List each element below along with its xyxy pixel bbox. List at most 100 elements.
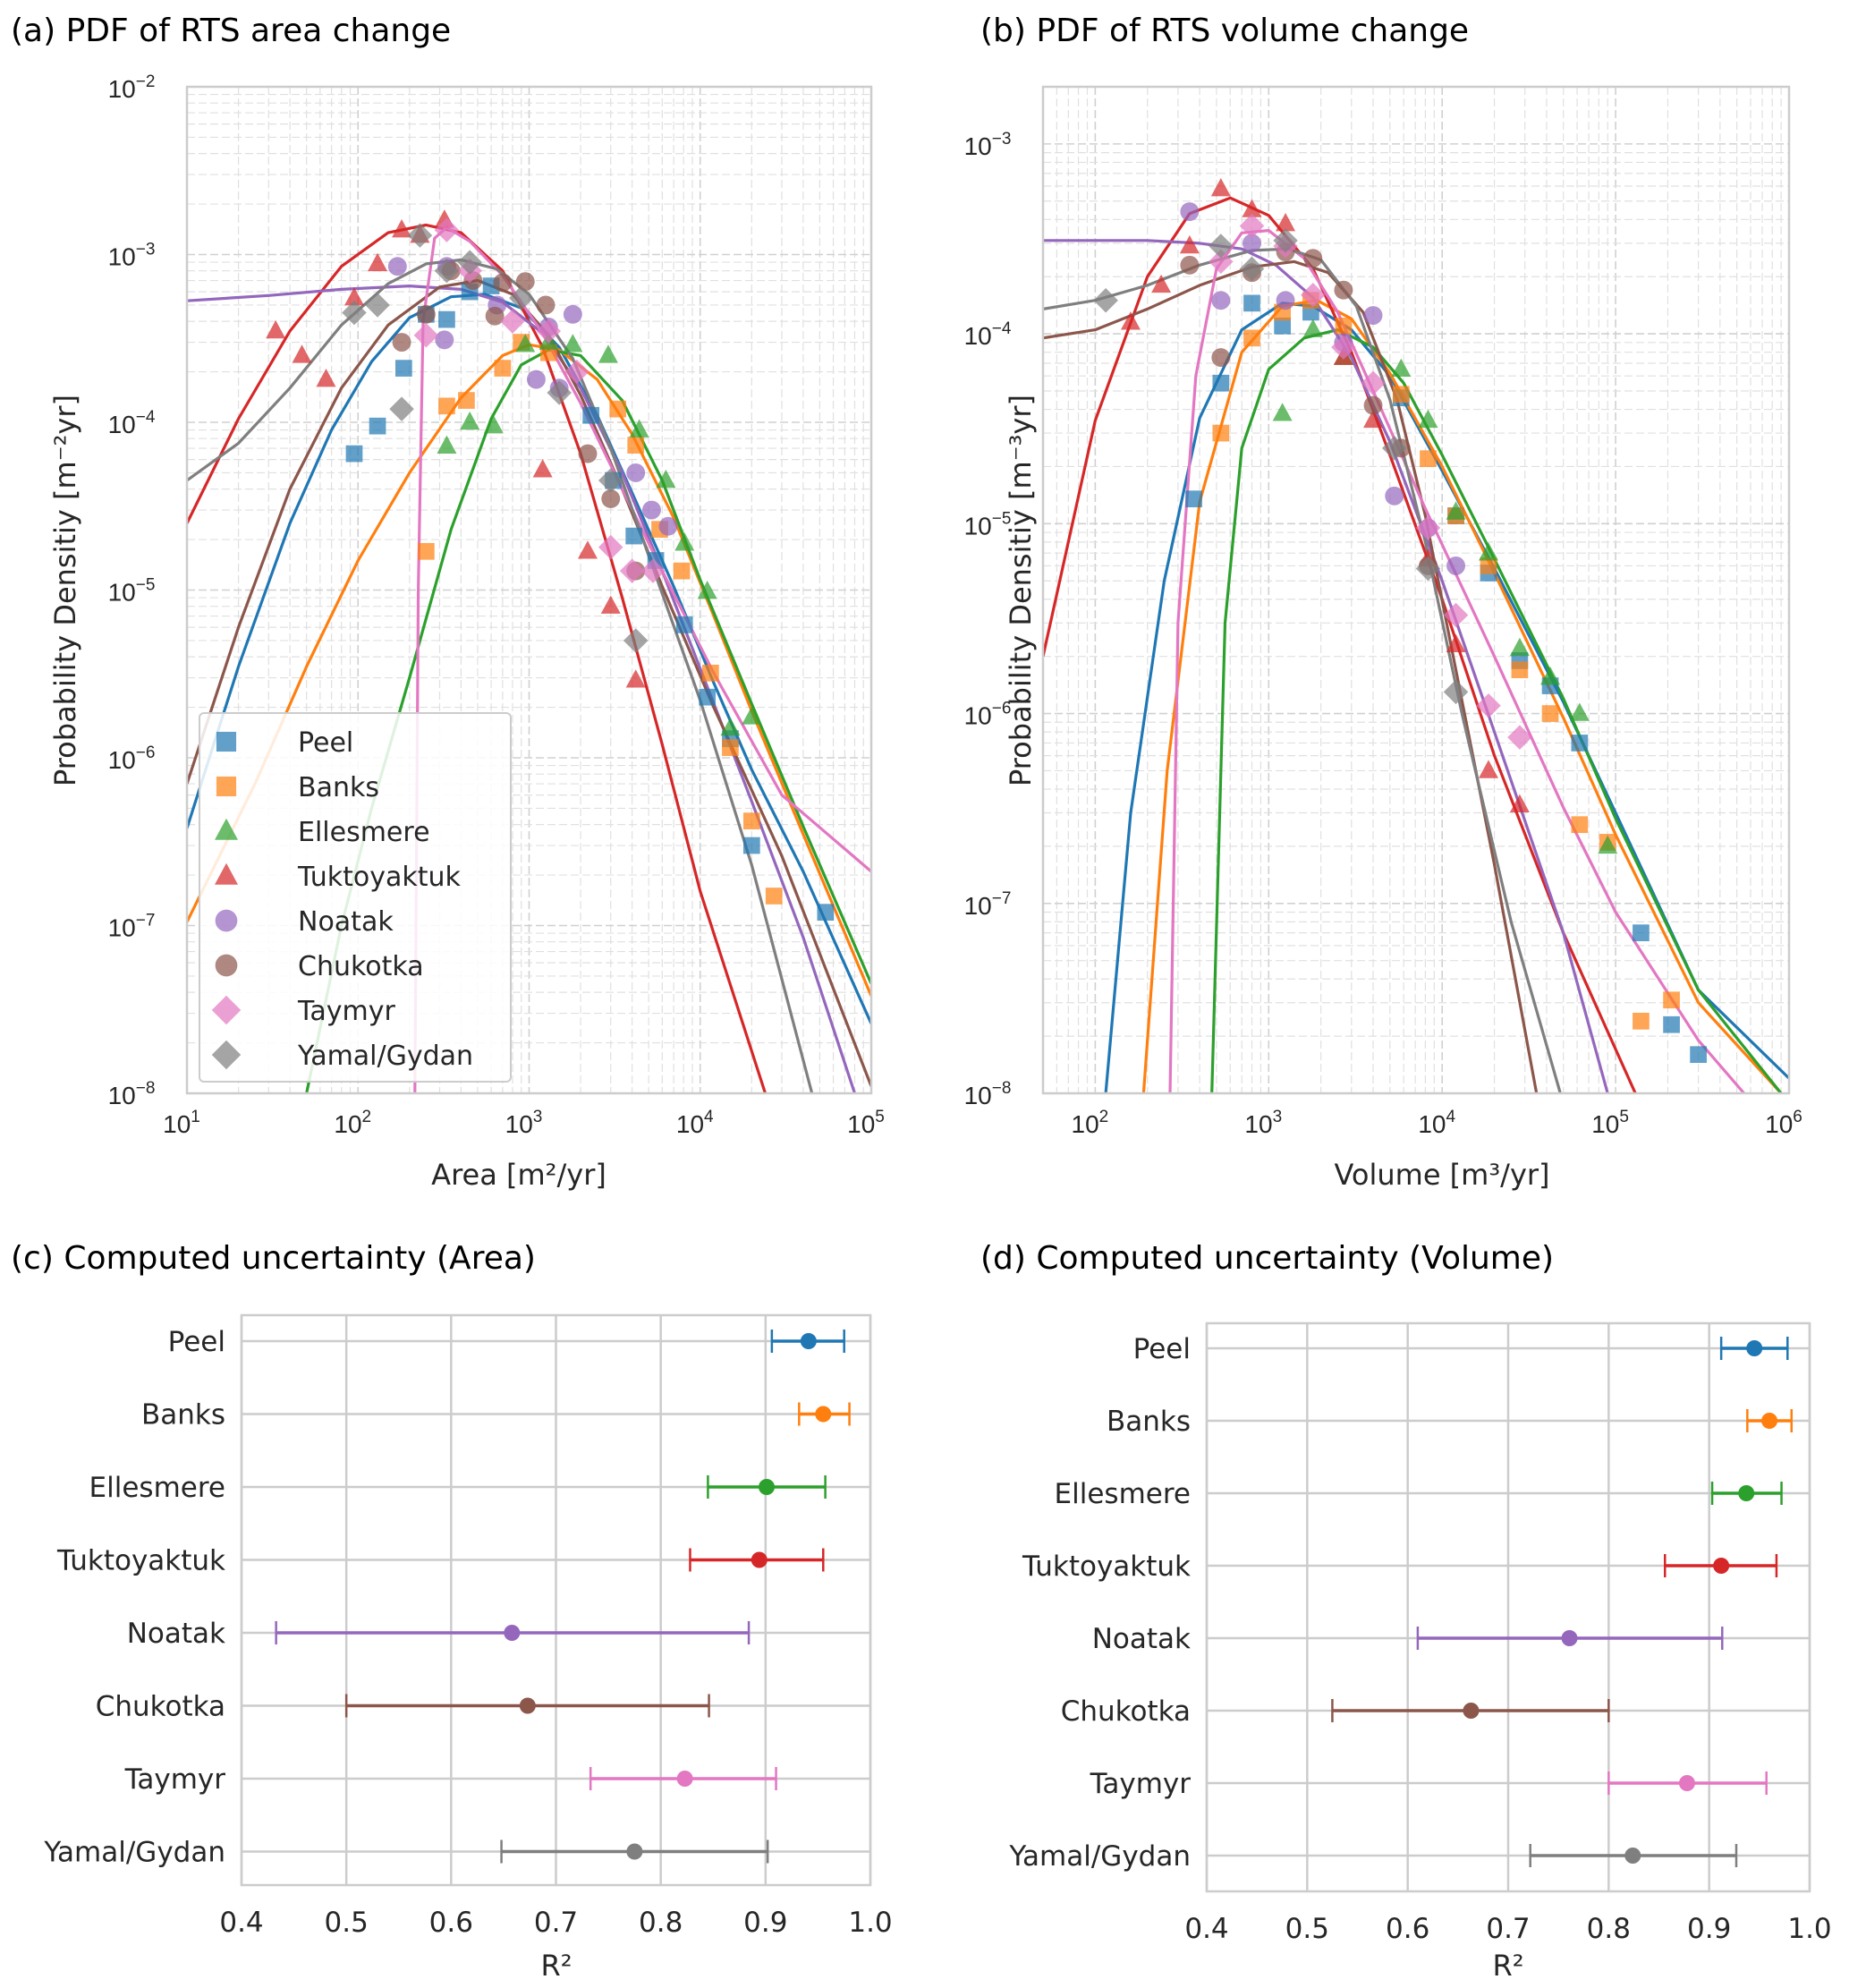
- panel-a-point-peel: [345, 445, 363, 463]
- panel-a-point-chukotka: [601, 489, 621, 508]
- panel-d-xtick-label: 0.9: [1687, 1913, 1731, 1945]
- panel-a-point-chukotka: [392, 333, 411, 352]
- panel-b-point-taymyr: [1301, 283, 1326, 308]
- panel-d-errorbar-peel: [1719, 1337, 1789, 1360]
- panel-b-point-peel: [1274, 317, 1291, 335]
- panel-a-ytick-label: 10−4: [108, 408, 156, 438]
- panel-a-point-yamal-gydan: [365, 293, 390, 318]
- panel-a-ytick-label: 10−6: [108, 743, 156, 774]
- panel-b-xtick-label: 104: [1418, 1108, 1455, 1138]
- panel-a-point-tuktoyaktuk: [316, 369, 336, 387]
- legend-marker-taymyr: [211, 995, 242, 1025]
- panel-b-point-banks: [1541, 705, 1559, 722]
- panel-b-point-tuktoyaktuk: [1509, 794, 1530, 812]
- panel-b-point-taymyr: [1239, 213, 1265, 239]
- panel-b-point-banks: [1511, 661, 1529, 678]
- panel-b-point-ellesmere: [1569, 702, 1590, 721]
- panel-b-point-banks: [1335, 317, 1353, 335]
- panel-b-point-noatak: [1211, 291, 1231, 310]
- panel-a-point-chukotka: [416, 304, 436, 324]
- panel-b-point-peel: [1571, 735, 1589, 752]
- panel-c-category-label: Chukotka: [96, 1691, 225, 1723]
- panel-b-axes-frame: [1041, 85, 1791, 1095]
- legend-item-noatak: Noatak: [215, 906, 394, 938]
- panel-a-point-ellesmere: [515, 334, 536, 353]
- panel-a-point-tuktoyaktuk: [368, 252, 388, 272]
- panel-a-point-taymyr: [434, 217, 460, 242]
- panel-a-axes-frame: [185, 85, 873, 1095]
- panel-b-xtick-label: 106: [1765, 1108, 1802, 1138]
- panel-b-series-taymyr: [1209, 213, 1532, 750]
- panel-b-point-banks: [1212, 424, 1230, 442]
- panel-b-point-taymyr: [1331, 335, 1356, 360]
- panel-d-errorbar-banks: [1746, 1409, 1794, 1432]
- panel-c-category-label: Peel: [168, 1326, 225, 1358]
- legend-item-ellesmere: Ellesmere: [215, 817, 430, 848]
- panel-b-point-tuktoyaktuk: [1242, 199, 1262, 217]
- panel-a-point-banks: [742, 812, 760, 829]
- panel-a-legend-box: [199, 712, 512, 1083]
- panel-a-ytick-label: 10−8: [108, 1079, 156, 1109]
- panel-b-point-yamal-gydan: [1239, 256, 1265, 282]
- panel-a-point-banks: [494, 360, 512, 377]
- panel-a-point-peel: [699, 688, 717, 706]
- panel-d-errorbar-tuktoyaktuk: [1663, 1554, 1778, 1577]
- panel-d-axes-frame: [1205, 1321, 1811, 1893]
- panel-a-point-ellesmere: [656, 469, 676, 489]
- legend-marker-peel: [216, 731, 237, 752]
- panel-c-xtick-label: 0.6: [429, 1907, 473, 1939]
- panel-c-xlabel: R²: [540, 1949, 572, 1983]
- panel-a-point-ellesmere: [629, 419, 649, 438]
- panel-a-point-taymyr: [413, 323, 439, 348]
- panel-c-xtick-label: 0.5: [325, 1907, 369, 1939]
- panel-b-fit-lines: [1043, 196, 1789, 1093]
- panel-a-point-peel: [369, 417, 386, 435]
- legend-label: Chukotka: [298, 951, 424, 982]
- panel-b-point-peel: [1212, 374, 1230, 392]
- panel-c-errorbar-noatak: [275, 1621, 751, 1644]
- panel-b-point-noatak: [1385, 486, 1404, 505]
- panel-b-ytick-label: 10−5: [964, 509, 1012, 539]
- panel-b-point-yamal-gydan: [1093, 287, 1118, 313]
- panel-b-ylabel: Probability Densitiy [m⁻³yr]: [1004, 395, 1038, 786]
- legend-label: Tuktoyaktuk: [297, 862, 462, 893]
- panel-a-point-noatak: [387, 257, 407, 276]
- panel-a-point-ellesmere: [720, 717, 741, 736]
- panel-d-point-tuktoyaktuk: [1713, 1558, 1730, 1574]
- panel-a-point-banks: [627, 437, 645, 454]
- panel-b-series-banks: [1212, 292, 1680, 1030]
- panel-b-point-tuktoyaktuk: [1210, 177, 1231, 197]
- panel-c-category-label: Noatak: [127, 1618, 225, 1650]
- panel-c-errorbar-tuktoyaktuk: [689, 1548, 825, 1572]
- panel-b-point-yamal-gydan: [1415, 556, 1441, 582]
- panel-b-xlabel: Volume [m³/yr]: [1334, 1158, 1549, 1192]
- panel-c-xtick-label: 0.9: [743, 1907, 787, 1939]
- panel-b-point-tuktoyaktuk: [1363, 409, 1384, 429]
- panel-b-ytick-label: 10−8: [964, 1079, 1012, 1109]
- panel-c-xtick-label: 1.0: [848, 1907, 892, 1939]
- panel-a-fit-yamal-gydan: [187, 258, 814, 1093]
- panel-b-point-tuktoyaktuk: [1276, 212, 1296, 232]
- panel-b-point-ellesmere: [1509, 637, 1530, 657]
- legend-marker-tuktoyaktuk: [215, 862, 238, 885]
- panel-b-point-noatak: [1180, 202, 1200, 222]
- panel-a-xlabel: Area [m²/yr]: [431, 1158, 606, 1192]
- panel-b-point-noatak: [1243, 234, 1261, 253]
- panel-c-uncertainty-area: Peel Banks Ellesmere Tuktoyaktuk Noatak Chuko…: [43, 1313, 893, 1939]
- panel-a-point-chukotka: [536, 295, 556, 315]
- panel-c-category-label: Taymyr: [124, 1763, 226, 1796]
- panel-a-xtick-label: 104: [676, 1108, 714, 1138]
- panel-a-point-taymyr: [619, 558, 645, 583]
- panel-c-point-peel: [800, 1333, 817, 1349]
- panel-d-category-label: Chukotka: [1061, 1695, 1191, 1728]
- panel-b-series-tuktoyaktuk: [1120, 177, 1530, 812]
- panel-c-errorbar-banks: [798, 1402, 851, 1426]
- panel-a-point-ellesmere: [563, 334, 583, 353]
- panel-d-errorbar-noatak: [1416, 1627, 1724, 1650]
- panel-a-ytick-label: 10−2: [108, 72, 156, 103]
- panel-b-fit-peel: [1104, 302, 1789, 1093]
- panel-a-xtick-label: 101: [163, 1108, 200, 1138]
- legend-marker-noatak: [215, 909, 238, 932]
- panel-b-point-banks: [1420, 450, 1437, 468]
